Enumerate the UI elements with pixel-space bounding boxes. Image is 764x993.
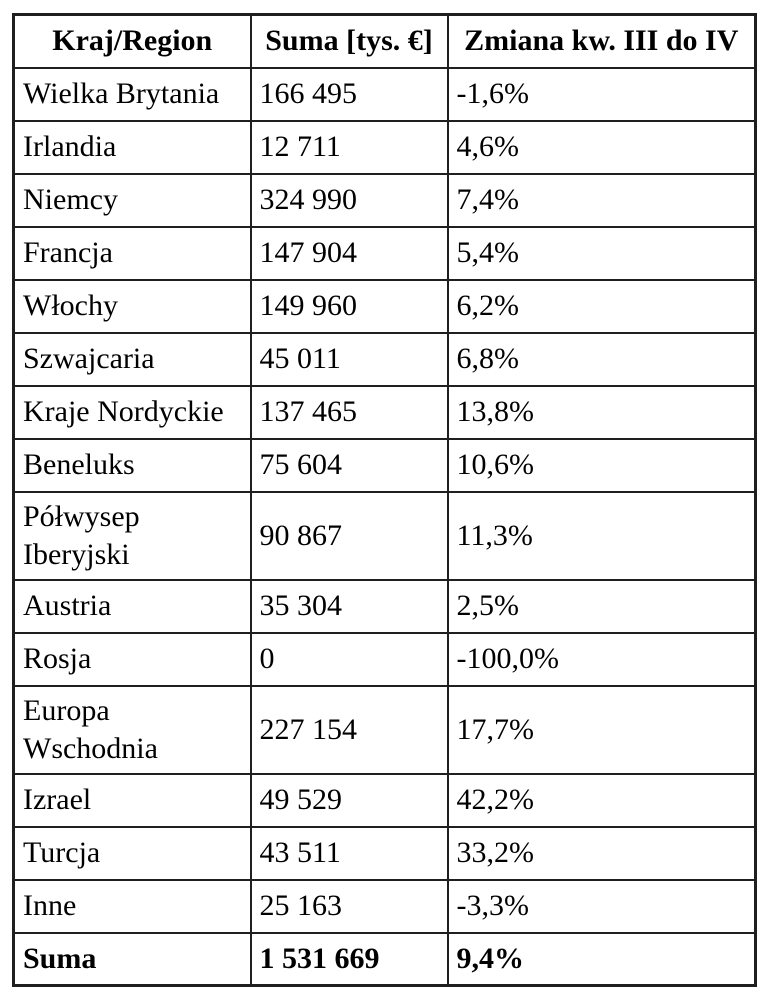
cell-sum: 25 163 (249, 878, 449, 934)
cell-change: 2,5% (446, 578, 757, 634)
table-row: Inne 25 163 -3,3% (12, 878, 757, 934)
cell-sum: 147 904 (249, 225, 449, 281)
table-row: Austria 35 304 2,5% (12, 578, 757, 634)
table-body: Wielka Brytania 166 495 -1,6% Irlandia 1… (12, 66, 757, 987)
cell-sum: 137 465 (249, 384, 449, 440)
column-header-sum: Suma [tys. €] (249, 13, 449, 69)
cell-change: 4,6% (446, 119, 757, 175)
cell-change: 6,2% (446, 278, 757, 334)
cell-region: Wielka Brytania (12, 66, 252, 122)
cell-change: 33,2% (446, 825, 757, 881)
header-row: Kraj/Region Suma [tys. €] Zmiana kw. III… (12, 13, 757, 69)
total-cell-region: Suma (12, 931, 252, 987)
table-row: Szwajcaria 45 011 6,8% (12, 331, 757, 387)
cell-sum: 49 529 (249, 772, 449, 828)
cell-change: 7,4% (446, 172, 757, 228)
table-row: Francja 147 904 5,4% (12, 225, 757, 281)
table-row: Wielka Brytania 166 495 -1,6% (12, 66, 757, 122)
cell-change: 11,3% (446, 490, 757, 581)
cell-region: Izrael (12, 772, 252, 828)
cell-change: 6,8% (446, 331, 757, 387)
cell-sum: 90 867 (249, 490, 449, 581)
cell-region: Turcja (12, 825, 252, 881)
cell-region: Europa Wschodnia (12, 684, 252, 775)
table-row: Irlandia 12 711 4,6% (12, 119, 757, 175)
column-header-region: Kraj/Region (12, 13, 252, 69)
cell-change: -100,0% (446, 631, 757, 687)
table-row: Europa Wschodnia 227 154 17,7% (12, 684, 757, 775)
cell-region: Irlandia (12, 119, 252, 175)
cell-change: 5,4% (446, 225, 757, 281)
cell-sum: 149 960 (249, 278, 449, 334)
total-cell-sum: 1 531 669 (249, 931, 449, 987)
regions-sum-table: Kraj/Region Suma [tys. €] Zmiana kw. III… (12, 13, 757, 987)
cell-change: 13,8% (446, 384, 757, 440)
cell-region: Beneluks (12, 437, 252, 493)
total-cell-change: 9,4% (446, 931, 757, 987)
table-row: Niemcy 324 990 7,4% (12, 172, 757, 228)
table-row: Turcja 43 511 33,2% (12, 825, 757, 881)
table-row: Kraje Nordyckie 137 465 13,8% (12, 384, 757, 440)
table-header: Kraj/Region Suma [tys. €] Zmiana kw. III… (12, 13, 757, 69)
cell-change: 17,7% (446, 684, 757, 775)
table-row: Rosja 0 -100,0% (12, 631, 757, 687)
cell-sum: 0 (249, 631, 449, 687)
cell-region: Niemcy (12, 172, 252, 228)
cell-sum: 324 990 (249, 172, 449, 228)
cell-region: Rosja (12, 631, 252, 687)
cell-sum: 43 511 (249, 825, 449, 881)
cell-region: Kraje Nordyckie (12, 384, 252, 440)
table-row: Włochy 149 960 6,2% (12, 278, 757, 334)
cell-change: -3,3% (446, 878, 757, 934)
table-row: Półwysep Iberyjski 90 867 11,3% (12, 490, 757, 581)
cell-region: Austria (12, 578, 252, 634)
table-row: Beneluks 75 604 10,6% (12, 437, 757, 493)
cell-sum: 75 604 (249, 437, 449, 493)
table-row: Izrael 49 529 42,2% (12, 772, 757, 828)
cell-change: 42,2% (446, 772, 757, 828)
cell-sum: 35 304 (249, 578, 449, 634)
cell-sum: 227 154 (249, 684, 449, 775)
total-row: Suma 1 531 669 9,4% (12, 931, 757, 987)
cell-region: Szwajcaria (12, 331, 252, 387)
column-header-change: Zmiana kw. III do IV (446, 13, 757, 69)
cell-region: Włochy (12, 278, 252, 334)
cell-change: 10,6% (446, 437, 757, 493)
cell-region: Półwysep Iberyjski (12, 490, 252, 581)
cell-change: -1,6% (446, 66, 757, 122)
cell-sum: 166 495 (249, 66, 449, 122)
cell-region: Inne (12, 878, 252, 934)
cell-region: Francja (12, 225, 252, 281)
cell-sum: 12 711 (249, 119, 449, 175)
cell-sum: 45 011 (249, 331, 449, 387)
